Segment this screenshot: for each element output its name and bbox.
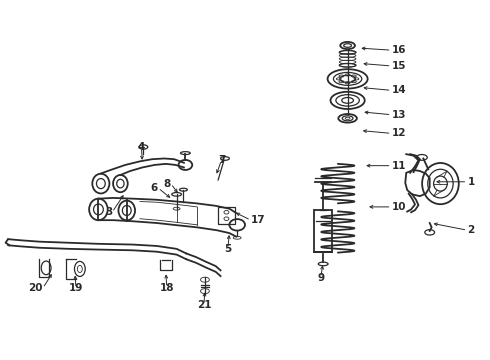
Text: 4: 4: [138, 142, 145, 152]
Text: 7: 7: [218, 155, 225, 165]
Text: 15: 15: [392, 61, 406, 71]
Text: 8: 8: [164, 179, 171, 189]
Text: 19: 19: [69, 283, 83, 293]
Text: 20: 20: [28, 283, 43, 293]
Text: 16: 16: [392, 45, 406, 55]
Text: 1: 1: [467, 177, 475, 187]
Text: 14: 14: [392, 85, 406, 95]
Text: 13: 13: [392, 110, 406, 120]
Text: 17: 17: [251, 215, 266, 225]
Text: 6: 6: [151, 183, 158, 193]
Text: 18: 18: [160, 283, 174, 293]
Text: 3: 3: [105, 207, 112, 217]
Text: 2: 2: [467, 225, 475, 235]
Text: 12: 12: [392, 129, 406, 138]
Text: 5: 5: [224, 244, 231, 254]
Text: 9: 9: [317, 273, 324, 283]
Text: 10: 10: [392, 202, 406, 212]
Text: 21: 21: [196, 300, 211, 310]
Text: 11: 11: [392, 161, 406, 171]
